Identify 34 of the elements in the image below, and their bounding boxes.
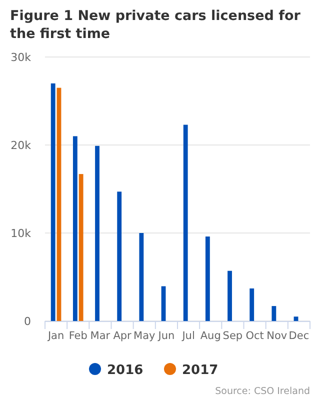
bar (205, 236, 210, 321)
chart-title: Figure 1 New private cars licensed for the first time (10, 8, 301, 42)
bar (139, 233, 144, 321)
x-tick-label: Feb (68, 330, 88, 342)
x-tick-label: Mar (90, 330, 111, 342)
x-tick-label: Oct (246, 330, 264, 342)
x-tick-label: Sep (222, 330, 243, 342)
bar (117, 192, 122, 321)
bar (78, 174, 84, 321)
y-tick-label: 10k (10, 227, 32, 240)
bar (72, 136, 78, 321)
bar (250, 288, 254, 321)
bar (272, 306, 276, 321)
x-tick-label: Apr (113, 330, 132, 342)
y-tick-label: 30k (10, 51, 32, 64)
bar (95, 146, 100, 321)
bar (50, 83, 56, 321)
x-tick-label: Nov (266, 330, 288, 342)
x-tick-label: Jun (157, 330, 175, 342)
bar (183, 124, 188, 321)
legend-label: 2016 (107, 363, 144, 378)
bar (56, 88, 62, 321)
y-tick-label: 0 (24, 315, 31, 328)
y-tick-label: 20k (10, 139, 32, 152)
legend-label: 2017 (182, 363, 218, 378)
x-tick-label: Aug (200, 330, 221, 342)
bar (294, 316, 298, 321)
source-note: Source: CSO Ireland (215, 386, 310, 397)
x-tick-label: Dec (288, 330, 310, 342)
x-tick-label: Jan (46, 330, 64, 342)
bar (228, 270, 232, 321)
bar (161, 286, 166, 321)
x-tick-label: May (134, 330, 156, 342)
x-tick-label: Jul (181, 330, 195, 342)
